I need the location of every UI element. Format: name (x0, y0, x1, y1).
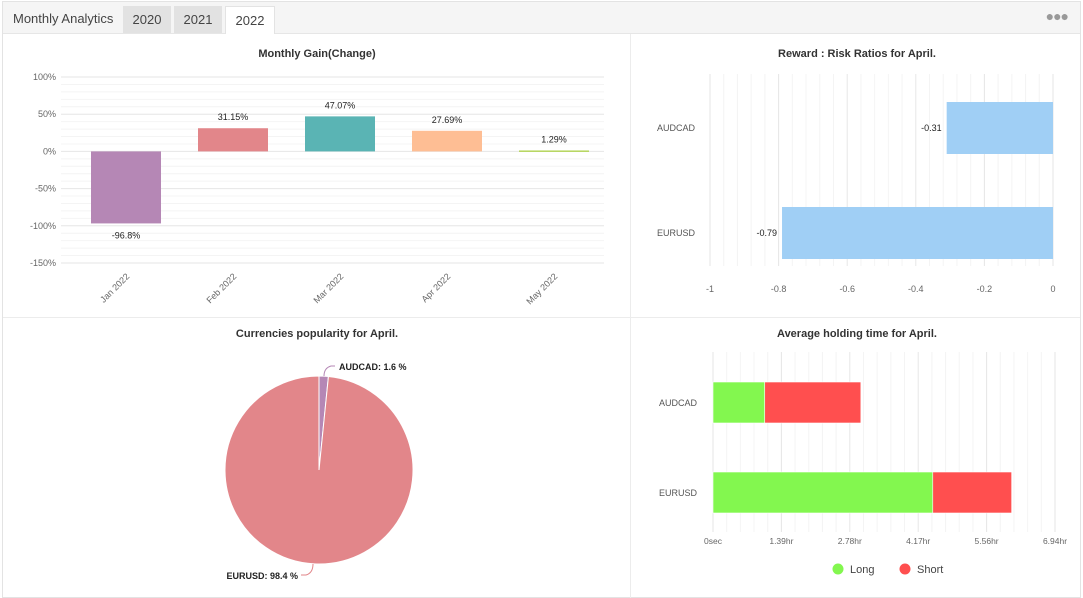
bar (946, 102, 1053, 154)
category-label: EURUSD (657, 228, 696, 238)
y-tick-label: -150% (30, 258, 56, 268)
legend-marker (832, 563, 844, 575)
x-tick-label: Apr 2022 (420, 271, 453, 304)
x-tick-label: 6.94hr (1043, 536, 1067, 546)
x-tick-label: 5.56hr (975, 536, 999, 546)
chart-title: Monthly Gain(Change) (258, 48, 376, 60)
x-tick-label: Mar 2022 (311, 271, 345, 305)
bar (782, 207, 1053, 259)
bar-long (712, 381, 766, 424)
data-label: 1.29% (541, 134, 567, 144)
x-tick-label: -0.8 (771, 284, 787, 294)
slice-label: EURUSD: 98.4 % (226, 571, 298, 581)
x-tick-label: -1 (706, 284, 714, 294)
ellipsis-icon[interactable]: ●●● (1045, 8, 1069, 24)
data-label: -0.31 (921, 123, 942, 133)
y-tick-label: -50% (35, 184, 56, 194)
pie-slice (224, 375, 414, 565)
x-tick-label: -0.4 (908, 284, 924, 294)
tab-2022[interactable]: 2022 (225, 6, 275, 35)
y-tick-label: 100% (33, 72, 56, 82)
data-label: -0.79 (757, 228, 778, 238)
category-label: EURUSD (659, 488, 698, 498)
y-tick-label: -100% (30, 221, 56, 231)
data-label: 31.15% (218, 112, 249, 122)
chart-title: Reward : Risk Ratios for April. (778, 48, 936, 60)
label-connector (323, 365, 335, 377)
y-tick-label: 50% (38, 109, 56, 119)
x-tick-label: Feb 2022 (204, 271, 238, 305)
bar (519, 150, 589, 152)
x-tick-label: 4.17hr (906, 536, 930, 546)
data-label: 47.07% (325, 100, 356, 110)
legend-label: Long (850, 564, 874, 576)
bar (305, 116, 375, 152)
holding-time-chart: Average holding time for April. 0sec 1.39h… (631, 318, 1080, 597)
monthly-gain-chart: Monthly Gain(Change) 100% 50% 0% -50% -100% -1… (3, 34, 630, 317)
x-tick-label: Jan 2022 (98, 271, 131, 304)
reward-risk-chart: Reward : Risk Ratios for April. -1 -0.8 -0.… (631, 34, 1080, 317)
x-tick-label: -0.2 (977, 284, 993, 294)
bar-long (712, 471, 934, 514)
x-tick-label: 1.39hr (769, 536, 793, 546)
label-connector (301, 563, 314, 576)
widget-header: Monthly Analytics 2020 2021 2022 ●●● (3, 2, 1080, 35)
x-tick-label: 0 (1050, 284, 1055, 294)
divider (630, 34, 631, 598)
x-tick-label: -0.6 (839, 284, 855, 294)
category-label: AUDCAD (657, 123, 696, 133)
legend-marker (899, 563, 911, 575)
category-label: AUDCAD (659, 398, 698, 408)
x-tick-label: 2.78hr (838, 536, 862, 546)
y-tick-label: 0% (43, 146, 56, 156)
chart-title: Currencies popularity for April. (236, 328, 398, 340)
x-tick-label: May 2022 (524, 271, 559, 306)
data-label: -96.8% (112, 230, 141, 240)
bar (198, 128, 268, 152)
tab-2021[interactable]: 2021 (174, 6, 222, 33)
bar-short (932, 471, 1012, 514)
currencies-pie-chart: Currencies popularity for April. AUDCAD: … (3, 318, 630, 597)
widget-title: Monthly Analytics (13, 11, 114, 26)
bar (91, 151, 161, 224)
bar (412, 130, 482, 152)
bar-short (764, 381, 862, 424)
x-tick-label: 0sec (704, 536, 723, 546)
data-label: 27.69% (432, 115, 463, 125)
legend-label: Short (917, 564, 943, 576)
chart-title: Average holding time for April. (777, 328, 937, 340)
divider (3, 317, 1080, 318)
slice-label: AUDCAD: 1.6 % (339, 362, 407, 372)
tab-2020[interactable]: 2020 (123, 6, 171, 33)
